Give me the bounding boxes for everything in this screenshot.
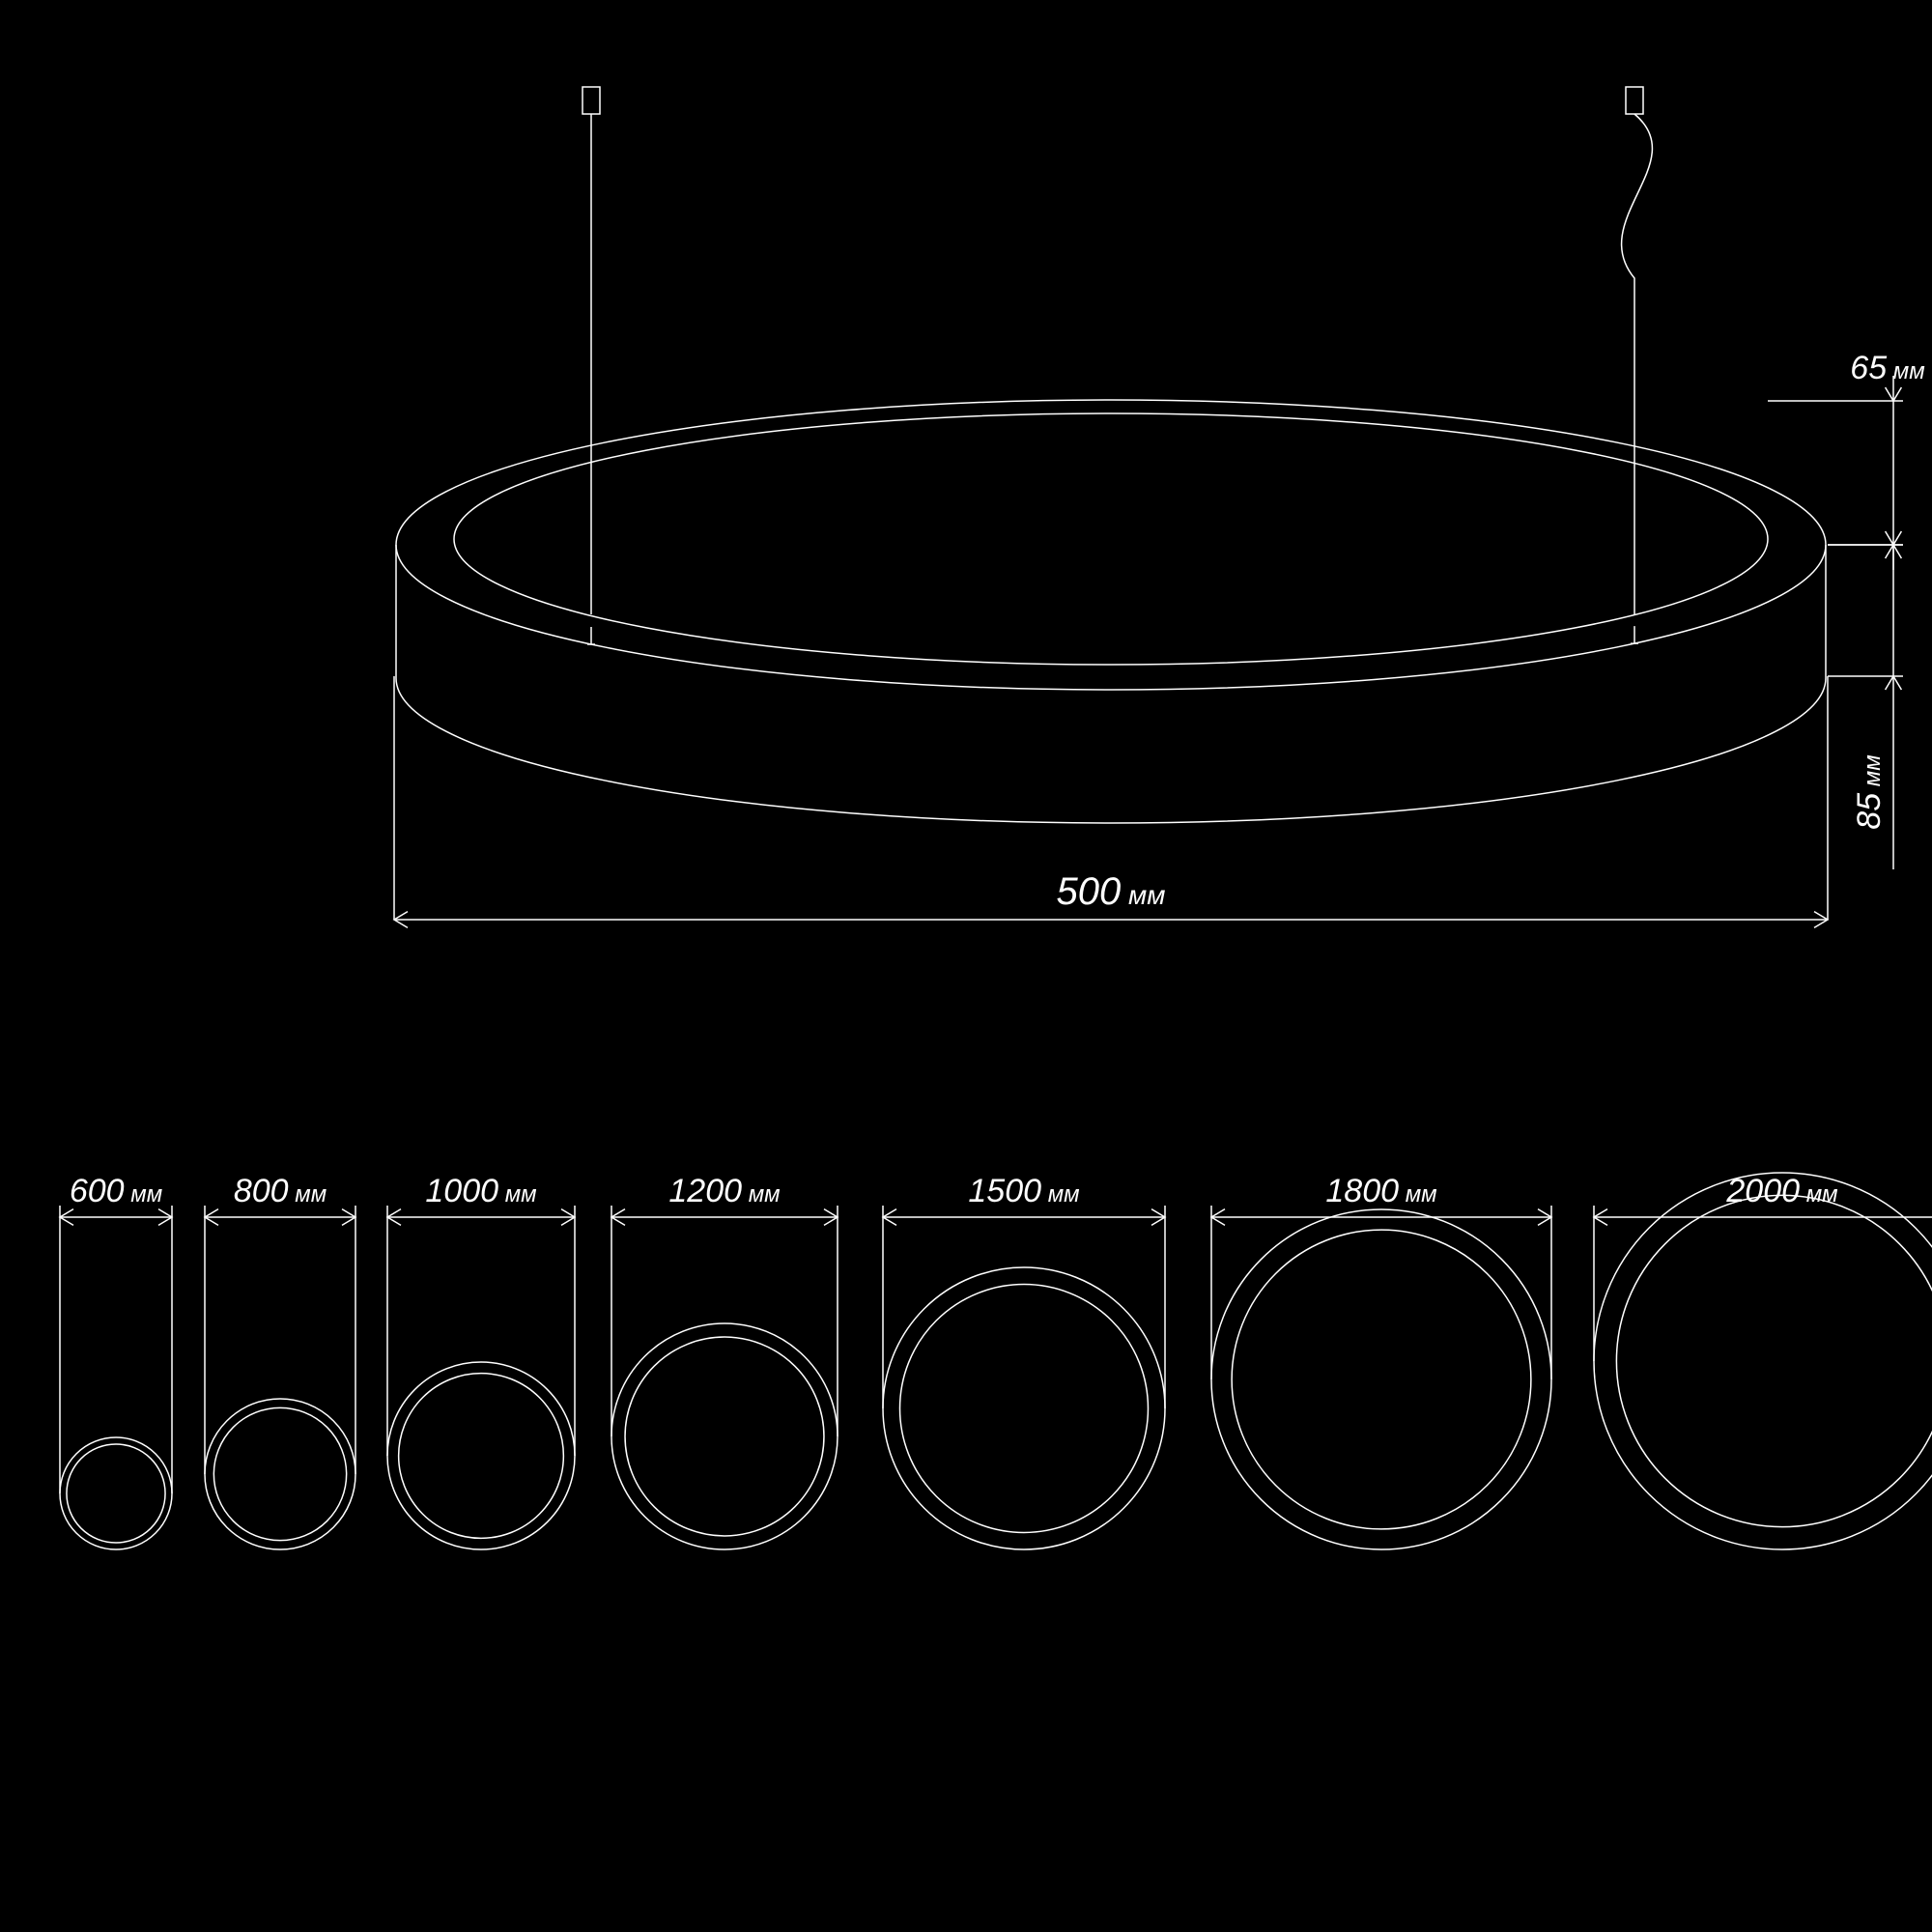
variant-label: 1000 мм [425,1173,536,1209]
variant-label: 600 мм [70,1173,162,1209]
variant-ring-inner [1232,1230,1531,1529]
variant-label: 2000 мм [1725,1173,1837,1209]
variant-ring-outer [387,1362,575,1549]
main-pendant [396,87,1826,823]
variant-ring-inner [625,1337,824,1536]
variant-label: 800 мм [234,1173,327,1209]
dim-profile-height: 85 мм [1828,531,1903,869]
variant-ring-outer [1594,1173,1932,1549]
variant-1000: 1000 мм [387,1173,575,1549]
variant-1500: 1500 мм [883,1173,1165,1549]
variant-800: 800 мм [205,1173,355,1549]
ring-outer-top [396,400,1826,690]
dim-width-label: 500 мм [1057,870,1166,913]
ring-outer-bottom [396,678,1826,823]
variant-ring-outer [205,1399,355,1549]
variant-label: 1200 мм [668,1173,780,1209]
variant-1800: 1800 мм [1211,1173,1551,1549]
dim-profile-width: 65 мм [1768,350,1925,570]
variant-600: 600 мм [60,1173,172,1549]
variant-ring-inner [900,1285,1149,1533]
variant-ring-inner [1616,1195,1932,1526]
ring-inner-top [454,413,1768,665]
variant-ring-inner [67,1444,165,1543]
variant-2000: 2000 мм [1594,1173,1932,1549]
variant-ring-inner [399,1374,564,1539]
variant-label: 1800 мм [1325,1173,1436,1209]
variant-ring-outer [611,1323,838,1549]
variant-ring-inner [213,1407,346,1540]
variant-ring-outer [60,1437,172,1549]
dim-85-label: 85 мм [1851,754,1888,829]
suspension-wire-right [1622,114,1653,614]
variant-1200: 1200 мм [611,1173,838,1549]
variant-ring-outer [883,1267,1165,1549]
size-variants: 600 мм 800 мм 1000 мм 1200 мм 1500 мм 1800 мм… [60,1173,1932,1549]
ceiling-mount [582,87,600,114]
dim-65-label: 65 мм [1850,350,1924,386]
ceiling-mount [1626,87,1643,114]
variant-ring-outer [1211,1209,1551,1549]
dim-width: 500 мм [394,676,1828,927]
variant-label: 1500 мм [968,1173,1079,1209]
